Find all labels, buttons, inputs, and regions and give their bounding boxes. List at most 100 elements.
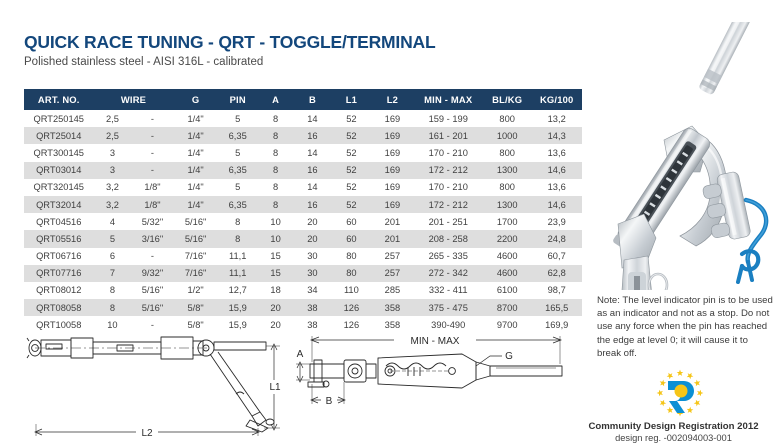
cell-a: 8 [257,161,294,179]
cell-wire2: - [131,161,174,179]
cell-b: 14 [293,144,332,162]
column-header-g: G [173,89,218,110]
cell-l1: 52 [331,144,372,162]
cell-pin: 5 [217,144,258,162]
cell-kg: 13,6 [531,178,582,196]
cell-g: 1/4" [173,110,218,128]
table-row: QRT300145 3-1/4" 5 8 14 52 169 170 - 210 800 13,6 [24,144,582,162]
cell-wire1: 2,5 [93,110,132,128]
cell-l1: 60 [331,213,372,231]
registration-r-mark [668,381,694,413]
column-header-b: B [293,89,332,110]
table-row: QRT32014 3,2 1/8" 1/4" 6,35 8 16 52 169 172 - 212… [24,195,582,214]
cell-l2: 169 [371,195,414,214]
cell-bl: 8700 [482,299,532,317]
cell-wire1: 6 [93,247,132,265]
cell-art: QRT320145 [24,178,94,196]
cell-bl: 800 [482,110,532,128]
column-header-bl-kg: BL/KG [482,89,532,110]
eu-stars [656,369,704,417]
cell-l1: 52 [331,110,372,128]
cell-kg: 23,9 [531,213,582,231]
cell-b: 20 [293,213,332,231]
cell-kg: 62,8 [531,264,582,282]
cell-pin: 12,7 [217,281,258,300]
cell-l1: 52 [331,127,372,145]
dimension-label-l1: L1 [269,382,281,393]
cell-pin: 15,9 [217,299,258,317]
cell-l2: 201 [371,213,414,231]
cell-g: 5/8" [173,299,218,317]
cell-mm: 390-490 [413,316,483,334]
cell-bl: 800 [482,178,532,196]
column-header-art-no: ART. NO. [24,89,94,110]
cell-wire1: 8 [93,281,132,300]
cell-wire2: - [131,247,174,265]
cell-art: QRT300145 [24,144,94,162]
cell-mm: 159 - 199 [413,110,483,128]
table-header-row: ART. NO. WIRE G PIN A B L1 L2 MIN - MAX … [24,89,582,110]
cell-a: 15 [257,264,294,282]
cell-l1: 126 [331,299,372,317]
dimension-label-g: G [505,351,513,362]
cell-mm: 170 - 210 [413,144,483,162]
table-row: QRT07716 7 9/32" 7/16" 11,1 15 30 80 257 272 - 34… [24,264,582,282]
cell-l2: 169 [371,127,414,145]
cell-wire2: 1/8" [131,178,174,196]
safety-note: Note: The level indicator pin is to be u… [597,295,773,359]
cell-l2: 201 [371,230,414,248]
cell-pin: 5 [217,178,258,196]
cell-wire1: 3 [93,144,132,162]
cell-b: 30 [293,247,332,265]
cell-g: 1/4" [173,195,218,214]
cell-kg: 60,7 [531,247,582,265]
cell-kg: 14,3 [531,127,582,145]
column-header-kg-100: KG/100 [531,89,582,110]
footer-line-2: design reg. -002094003-001 [615,432,732,443]
cell-l2: 169 [371,161,414,179]
dimension-label-b: B [326,396,333,407]
table-row: QRT04516 4 5/32" 5/16" 8 10 20 60 201 201 - 251 17… [24,213,582,231]
table-row: QRT320145 3,2 1/8" 1/4" 5 8 14 52 169 170 - 210 80… [24,178,582,196]
cell-pin: 5 [217,110,258,128]
cell-g: 5/16" [173,230,218,248]
cell-l1: 52 [331,161,372,179]
cell-g: 7/16" [173,247,218,265]
table-row: QRT06716 6-7/16" 11,1 15 30 80 257 265 - 335 460… [24,247,582,265]
cell-b: 16 [293,161,332,179]
cell-art: QRT07716 [24,264,94,282]
cell-pin: 15,9 [217,316,258,334]
cell-art: QRT250145 [24,110,94,128]
cell-a: 8 [257,110,294,128]
cell-bl: 1000 [482,127,532,145]
cell-kg: 169,9 [531,316,582,334]
community-design-registration-logo [651,369,709,417]
cell-wire2: - [131,316,174,334]
cell-a: 20 [257,316,294,334]
cell-bl: 1300 [482,161,532,179]
cell-l2: 285 [371,281,414,300]
table-row: QRT05516 5 3/16" 5/16" 8 10 20 60 201 208 - 258 22… [24,230,582,248]
table-row: QRT08058 8 5/16" 5/8" 15,9 20 38 126 358 375 - 47… [24,299,582,317]
cell-a: 10 [257,213,294,231]
cell-kg: 14,6 [531,195,582,214]
cell-mm: 332 - 411 [413,281,483,300]
column-header-a: A [257,89,294,110]
cell-g: 5/8" [173,316,218,334]
cell-art: QRT08012 [24,281,94,300]
cell-l1: 80 [331,264,372,282]
cell-wire2: 1/8" [131,195,174,214]
cell-g: 1/4" [173,144,218,162]
cell-a: 8 [257,178,294,196]
cell-pin: 11,1 [217,247,258,265]
table-row: QRT10058 10-5/8" 15,9 20 38 126 358 390-490 9700… [24,316,582,334]
cell-wire1: 3 [93,161,132,179]
table-row: QRT03014 3-1/4" 6,35 8 16 52 169 172 - 212 1300 1… [24,161,582,179]
cell-kg: 24,8 [531,230,582,248]
cell-g: 1/2" [173,281,218,300]
cell-a: 8 [257,127,294,145]
cell-pin: 6,35 [217,195,258,214]
cell-a: 8 [257,144,294,162]
cell-wire2: 9/32" [131,264,174,282]
page-subtitle: Polished stainless steel - AISI 316L - c… [24,56,264,69]
